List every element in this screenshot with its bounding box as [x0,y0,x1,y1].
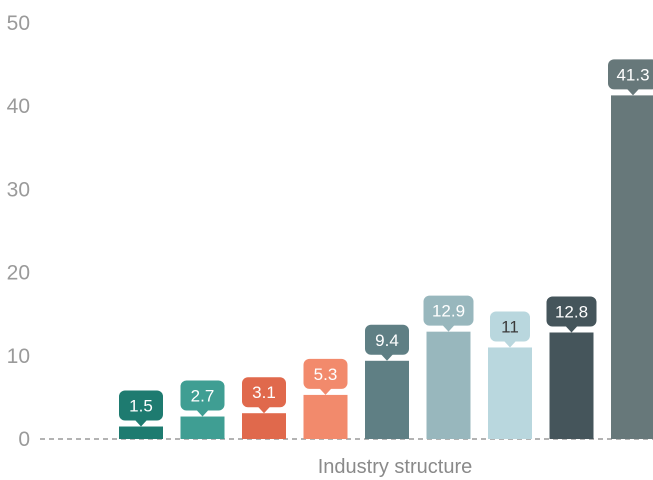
y-tick-label: 10 [7,345,30,368]
data-label-pointer [381,354,393,361]
data-label-bubble [423,295,474,326]
data-label: 12.9 [423,295,474,332]
data-label-text: 41.3 [616,65,649,84]
data-label-text: 9.4 [375,331,399,350]
data-label-bubble [242,377,286,408]
data-label-pointer [565,326,578,333]
data-label: 9.4 [365,324,409,361]
data-label: 12.8 [546,296,597,333]
data-label-pointer [258,406,270,414]
data-label-pointer [442,325,455,332]
data-label-text: 1.5 [129,397,153,416]
data-label-bubble [608,59,653,90]
data-label: 41.3 [608,59,653,96]
bar [611,95,653,439]
data-label: 11 [490,311,530,348]
y-tick-label: 40 [7,95,30,118]
bar [365,360,409,439]
data-label-bubble [490,311,530,342]
bars [119,95,653,439]
data-label-pointer [196,410,209,417]
data-label-bubble [303,358,348,389]
bar [119,426,163,439]
bar [426,331,471,439]
bar [488,347,532,439]
data-label-bubble [119,390,163,421]
data-labels: 1.5 2.7 3.1 5.3 9.4 12.9 11 12.8 41.3 [119,59,653,427]
data-label-text: 12.9 [432,302,465,321]
data-label-text: 3.1 [252,383,276,402]
data-label-bubble [546,296,597,327]
y-axis-ticks: 0 10 20 30 40 50 [7,12,30,451]
bar [303,394,348,439]
data-label-pointer [319,388,332,395]
data-label: 5.3 [303,358,348,395]
data-label-text: 11 [501,317,519,336]
data-label-bubble [365,324,409,355]
data-label-text: 5.3 [314,365,338,384]
bar [549,332,594,439]
y-tick-label: 0 [18,428,30,451]
y-tick-label: 20 [7,262,30,285]
y-tick-label: 50 [7,12,30,35]
data-label: 2.7 [180,380,225,417]
data-label-text: 2.7 [191,387,215,406]
data-label-text: 12.8 [555,303,588,322]
data-label: 1.5 [119,390,163,427]
data-label-bubble [180,380,225,411]
data-label-pointer [135,420,147,427]
data-label-pointer [504,340,516,348]
data-label: 3.1 [242,377,286,414]
bar [180,416,225,439]
data-label-pointer [627,88,639,96]
bar [242,413,286,439]
y-tick-label: 30 [7,178,30,201]
x-axis-label: Industry structure [318,456,473,478]
